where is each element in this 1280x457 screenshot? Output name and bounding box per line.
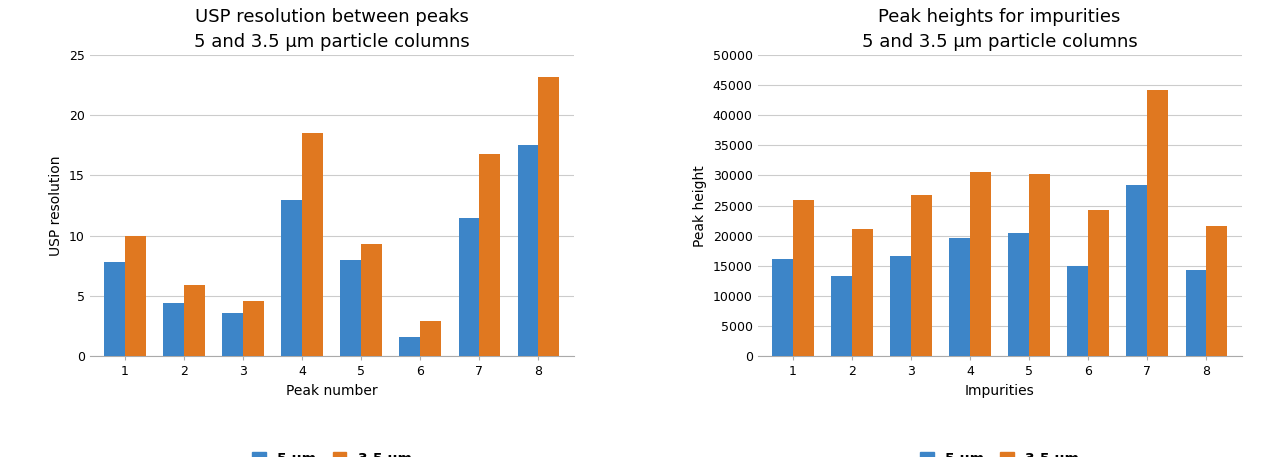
Bar — [1185, 270, 1206, 356]
Bar — [831, 276, 852, 356]
Bar — [911, 195, 932, 356]
Bar — [1029, 174, 1050, 356]
Bar — [1009, 233, 1029, 356]
Bar — [772, 259, 794, 356]
Y-axis label: Peak height: Peak height — [694, 165, 707, 246]
Bar — [891, 256, 911, 356]
Bar — [950, 238, 970, 356]
Bar — [1147, 90, 1167, 356]
Title: Peak heights for impurities
5 and 3.5 μm particle columns: Peak heights for impurities 5 and 3.5 μm… — [861, 7, 1138, 51]
Bar — [852, 228, 873, 356]
Title: USP resolution between peaks
5 and 3.5 μm particle columns: USP resolution between peaks 5 and 3.5 μ… — [193, 7, 470, 51]
Bar — [361, 244, 381, 356]
Bar — [517, 145, 538, 356]
Bar — [399, 337, 420, 356]
Bar — [282, 200, 302, 356]
Bar — [479, 154, 500, 356]
Bar — [105, 262, 125, 356]
Bar — [970, 172, 991, 356]
Bar — [1068, 266, 1088, 356]
Bar — [538, 77, 559, 356]
Bar — [302, 133, 323, 356]
Bar — [458, 218, 479, 356]
Bar — [340, 260, 361, 356]
Bar — [1126, 185, 1147, 356]
Y-axis label: USP resolution: USP resolution — [50, 155, 63, 256]
Bar — [243, 301, 264, 356]
Bar — [420, 321, 440, 356]
Bar — [1088, 211, 1108, 356]
Legend: 5 μm, 3.5 μm: 5 μm, 3.5 μm — [915, 448, 1084, 457]
X-axis label: Impurities: Impurities — [965, 384, 1034, 398]
X-axis label: Peak number: Peak number — [285, 384, 378, 398]
Legend: 5 μm, 3.5 μm: 5 μm, 3.5 μm — [247, 448, 416, 457]
Bar — [223, 313, 243, 356]
Bar — [1206, 226, 1226, 356]
Bar — [125, 236, 146, 356]
Bar — [794, 200, 814, 356]
Bar — [184, 285, 205, 356]
Bar — [164, 303, 184, 356]
